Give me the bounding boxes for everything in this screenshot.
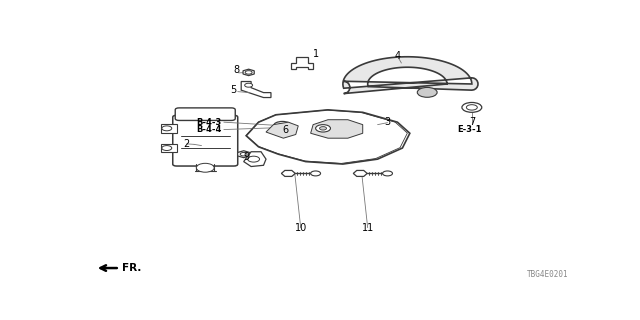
Circle shape (244, 83, 253, 87)
Text: 2: 2 (184, 139, 190, 149)
Circle shape (356, 172, 364, 175)
Circle shape (316, 124, 330, 132)
Text: 11: 11 (362, 223, 374, 233)
Text: 6: 6 (283, 124, 289, 135)
Circle shape (273, 121, 291, 130)
Text: E-3-1: E-3-1 (457, 125, 481, 134)
Text: 5: 5 (230, 85, 237, 95)
Text: 9: 9 (243, 152, 249, 162)
Polygon shape (246, 110, 410, 164)
Circle shape (162, 126, 172, 131)
Text: 3: 3 (385, 117, 390, 127)
Circle shape (162, 146, 172, 150)
Circle shape (462, 102, 482, 112)
Polygon shape (161, 144, 177, 153)
Circle shape (248, 156, 260, 162)
Polygon shape (291, 57, 313, 69)
Polygon shape (282, 171, 295, 176)
Polygon shape (243, 69, 254, 76)
Text: 8: 8 (233, 65, 239, 76)
Circle shape (278, 124, 287, 128)
FancyBboxPatch shape (175, 108, 236, 120)
Text: 7: 7 (468, 117, 475, 127)
Polygon shape (237, 151, 250, 158)
Text: FR.: FR. (122, 263, 141, 273)
Polygon shape (353, 171, 367, 176)
Circle shape (467, 105, 477, 110)
Polygon shape (241, 82, 271, 98)
Polygon shape (161, 124, 177, 133)
Circle shape (319, 127, 326, 130)
Text: 1: 1 (312, 49, 319, 60)
Polygon shape (266, 122, 298, 138)
Circle shape (310, 171, 321, 176)
Circle shape (417, 87, 437, 97)
Circle shape (196, 163, 214, 172)
Polygon shape (343, 57, 478, 93)
Text: TBG4E0201: TBG4E0201 (527, 270, 568, 279)
Text: B-4-4: B-4-4 (196, 125, 222, 134)
Text: 4: 4 (394, 51, 401, 61)
Polygon shape (244, 152, 266, 166)
Circle shape (383, 171, 392, 176)
Circle shape (240, 153, 247, 156)
Text: B-4-3: B-4-3 (196, 118, 222, 127)
FancyBboxPatch shape (173, 115, 237, 166)
Circle shape (285, 172, 292, 175)
Circle shape (245, 71, 252, 74)
Polygon shape (310, 120, 363, 138)
Text: 10: 10 (294, 223, 307, 233)
